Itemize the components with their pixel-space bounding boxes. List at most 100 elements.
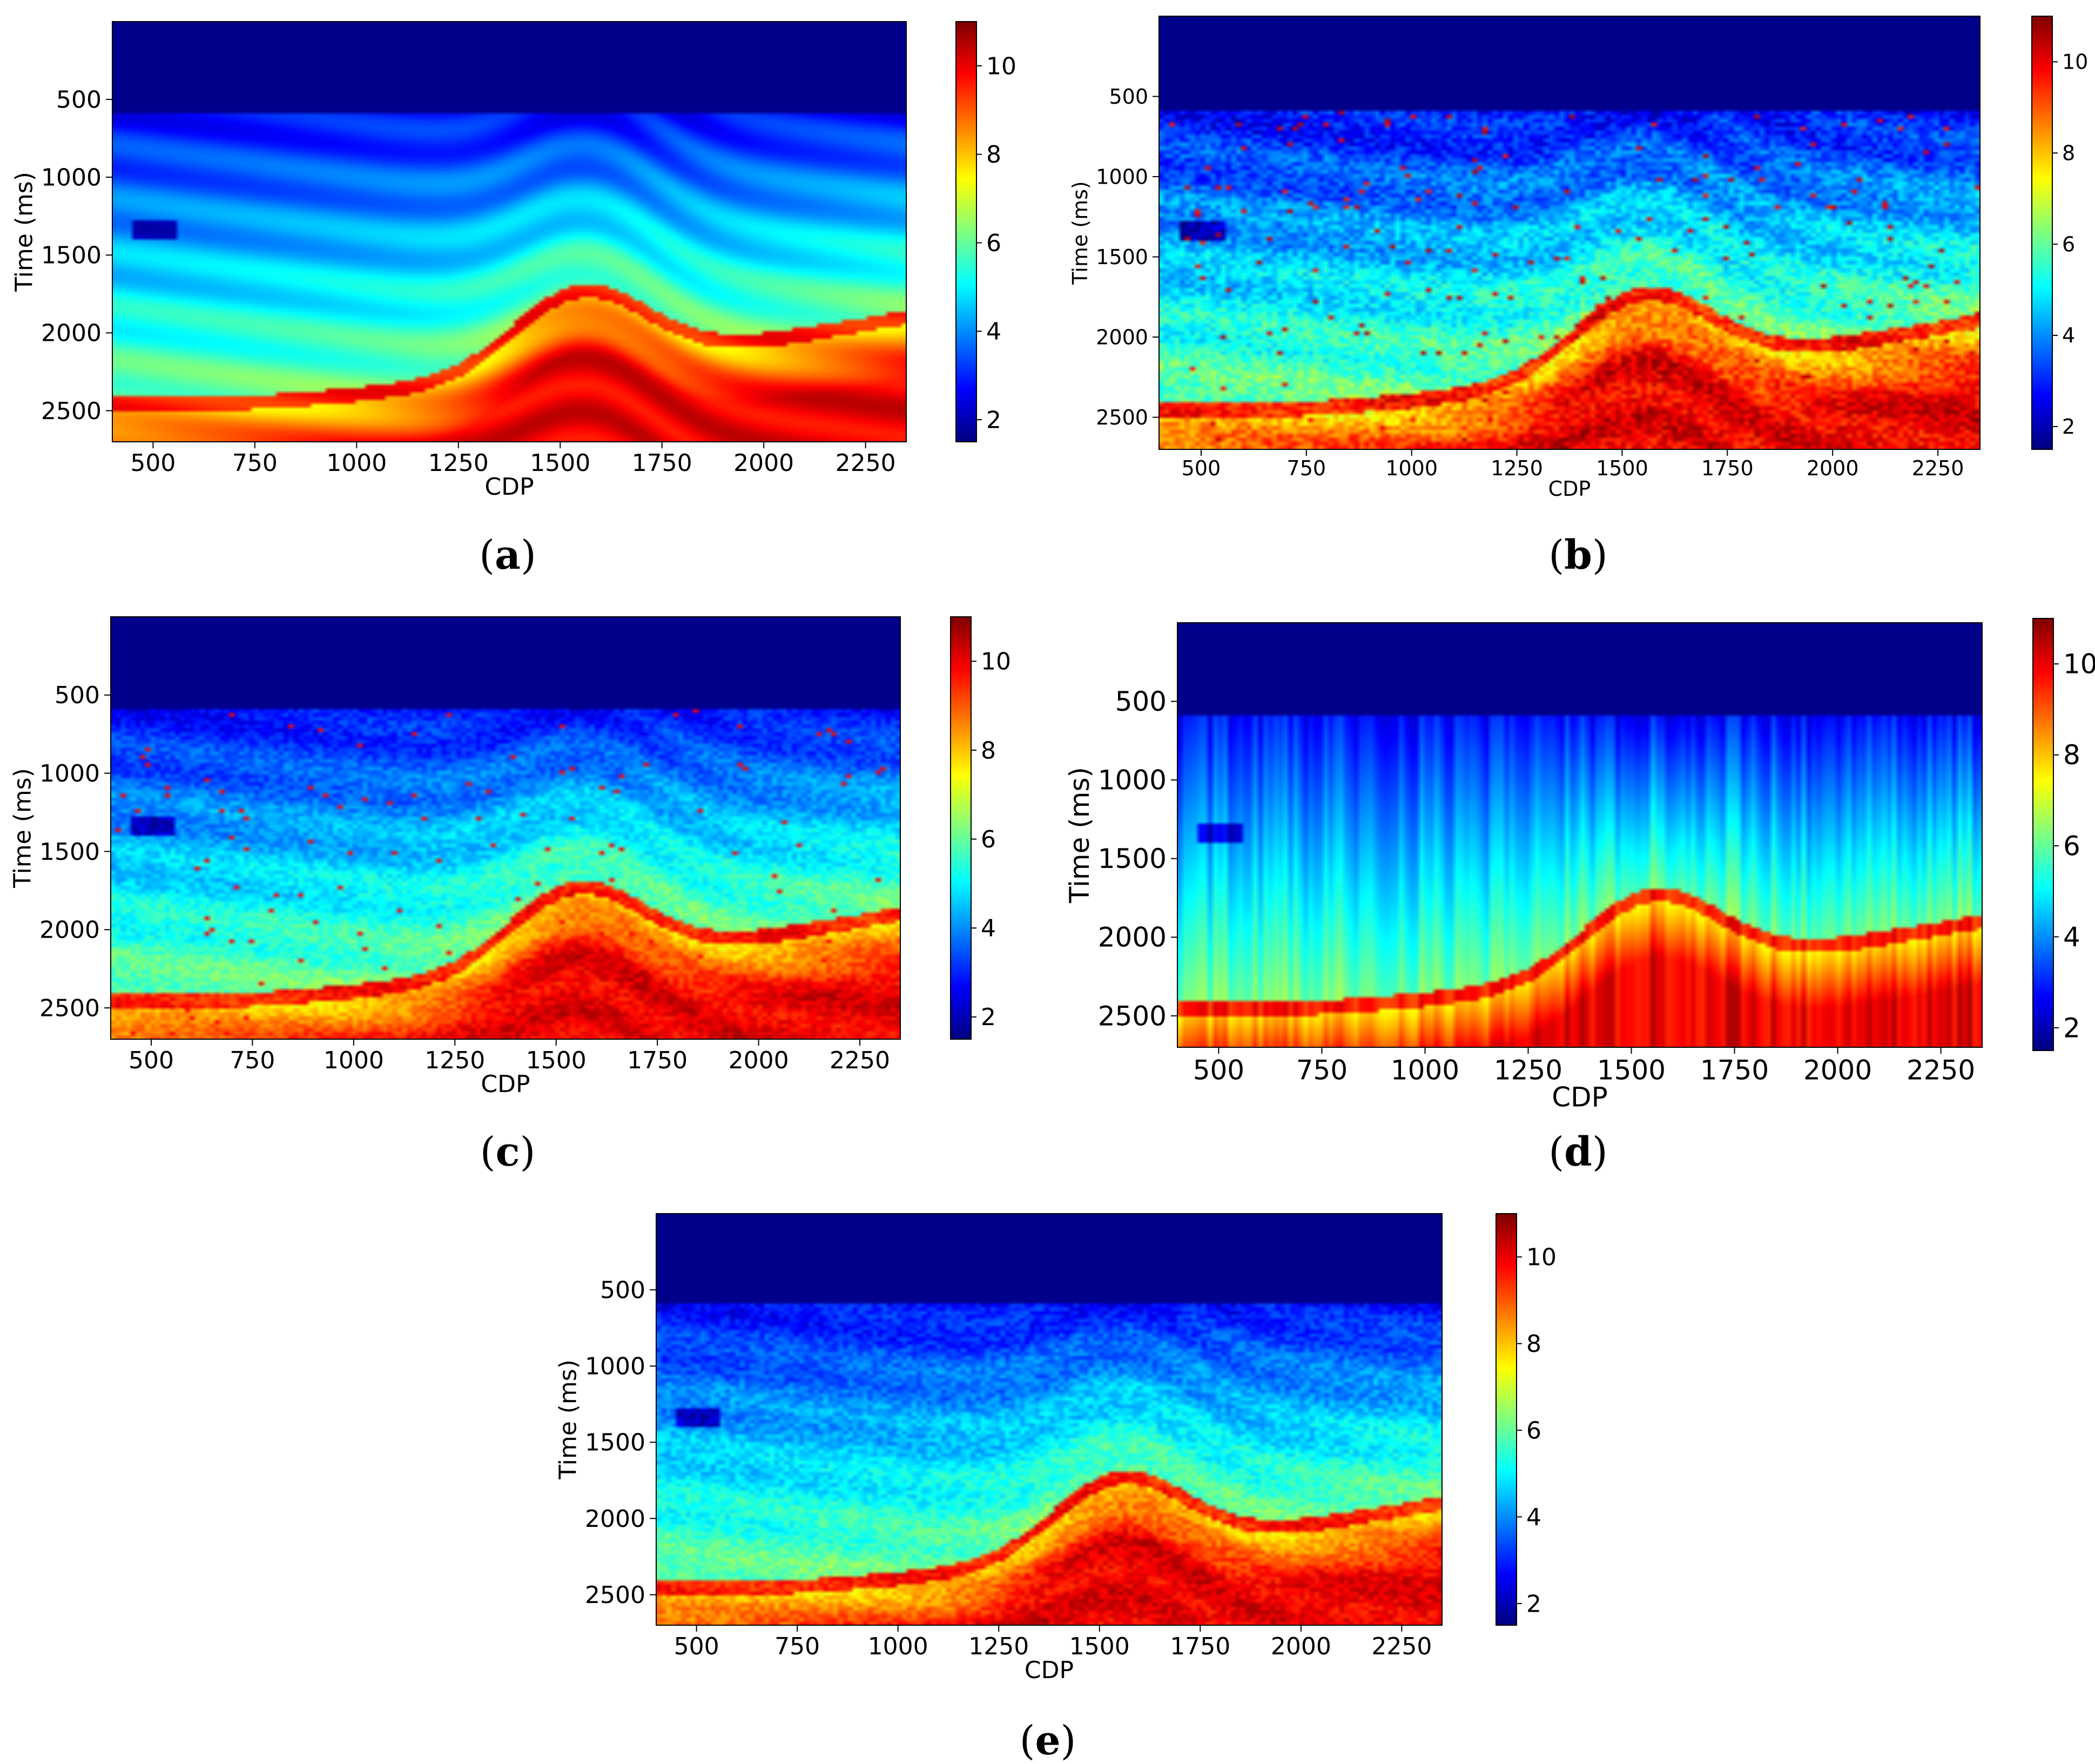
x-tick-label: 1000 (1391, 1055, 1459, 1086)
x-axis-label: CDP (1552, 1082, 1608, 1113)
x-tick-label: 1000 (868, 1633, 928, 1660)
x-tick-label: 1500 (526, 1047, 587, 1074)
y-tick-label: 2500 (41, 398, 102, 425)
x-axis-label: CDP (1548, 477, 1591, 501)
x-tick-label: 750 (230, 1047, 275, 1074)
colorbar-tick-label: 4 (2063, 921, 2080, 953)
panel-a: 500 750 1000 1250 1500 1750 2000 2250 500 1000 150… (11, 21, 1016, 501)
x-tick-label: 1250 (968, 1633, 1029, 1660)
colorbar-tick-label: 2 (981, 1004, 996, 1031)
y-tick-label: 1500 (39, 838, 100, 866)
colorbar-tick-label: 8 (1526, 1330, 1541, 1358)
panel-b: 500 750 1000 1250 1500 1750 2000 2250 500 1000 150… (1068, 16, 2088, 501)
colorbar-tick-label: 6 (986, 230, 1001, 257)
colorbar-tick-label: 10 (2062, 50, 2088, 74)
panel-c: 500 750 1000 1250 1500 1750 2000 2250 500 1000 150… (9, 616, 1011, 1098)
x-tick-label: 500 (129, 1047, 174, 1074)
x-tick-label: 500 (674, 1633, 719, 1660)
plot-frame-b (1158, 16, 1981, 450)
x-tick-label: 1250 (1494, 1055, 1562, 1086)
colorbar-tick-label: 6 (1526, 1417, 1541, 1444)
y-tick-label: 2500 (1098, 1000, 1167, 1032)
x-tick-label: 1500 (1069, 1633, 1130, 1660)
x-tick-label: 2000 (1803, 1055, 1872, 1086)
y-tick-label: 1000 (585, 1353, 645, 1381)
colorbar-c (950, 616, 972, 1040)
y-tick-label: 1500 (41, 242, 102, 270)
x-axis-label: CDP (481, 1070, 530, 1098)
x-axis-label: CDP (1025, 1657, 1074, 1684)
panel-e: 500 750 1000 1250 1500 1750 2000 2250 500 1000 150… (555, 1213, 1557, 1684)
y-tick-label: 2500 (585, 1581, 645, 1609)
colorbar-tick-label: 2 (986, 406, 1001, 434)
colorbar-tick-label: 2 (2063, 1012, 2080, 1043)
x-tick-label: 2250 (830, 1047, 890, 1074)
colorbar-a (955, 21, 977, 442)
y-tick-label: 2500 (39, 994, 100, 1022)
y-tick-label: 1500 (585, 1429, 645, 1457)
colorbar-tick-label: 6 (2063, 831, 2080, 862)
x-tick-label: 1250 (1491, 456, 1543, 480)
x-tick-label: 2250 (1907, 1055, 1975, 1086)
x-axis-label: CDP (484, 473, 534, 501)
y-tick-label: 1000 (1096, 165, 1148, 188)
y-tick-label: 1500 (1098, 843, 1167, 874)
colorbar-tick-label: 4 (2062, 324, 2075, 347)
heatmap-a (112, 22, 906, 442)
x-tick-label: 500 (130, 449, 176, 477)
plot-frame-a (112, 21, 907, 442)
x-tick-label: 1750 (632, 449, 692, 477)
x-tick-label: 1500 (1597, 1055, 1666, 1086)
colorbar-b (2031, 16, 2053, 450)
x-tick-label: 2250 (1912, 456, 1964, 480)
heatmap-b (1159, 16, 1980, 449)
y-axis-label: Time (ms) (9, 768, 37, 888)
x-tick-label: 750 (232, 449, 278, 477)
colorbar-tick-label: 4 (986, 318, 1001, 346)
x-tick-label: 1750 (627, 1047, 688, 1074)
colorbar-e (1496, 1213, 1517, 1626)
x-tick-label: 1750 (1170, 1633, 1230, 1660)
colorbar-tick-label: 10 (981, 648, 1011, 676)
y-tick-label: 2000 (39, 917, 100, 944)
x-tick-label: 1250 (425, 1047, 485, 1074)
caption-d: (d) (1548, 1129, 1608, 1175)
heatmap-e (656, 1214, 1442, 1625)
x-tick-label: 2000 (729, 1047, 789, 1074)
x-tick-label: 1000 (326, 449, 387, 477)
colorbar-tick-label: 4 (981, 915, 996, 942)
colorbar-tick-label: 8 (986, 141, 1001, 169)
caption-b: (b) (1548, 532, 1608, 578)
y-tick-label: 2000 (585, 1505, 645, 1533)
plot-frame-d (1177, 622, 1983, 1048)
x-tick-label: 500 (1193, 1055, 1244, 1086)
colorbar-tick-label: 6 (981, 826, 996, 853)
heatmap-c (111, 617, 900, 1039)
y-axis-label: Time (ms) (11, 172, 38, 292)
colorbar-tick-label: 10 (2063, 649, 2095, 680)
y-tick-label: 1000 (39, 760, 100, 787)
colorbar-tick-label: 2 (1526, 1590, 1541, 1618)
x-tick-label: 2000 (1271, 1633, 1331, 1660)
x-tick-label: 1750 (1701, 456, 1754, 480)
y-axis-label: Time (ms) (555, 1359, 582, 1480)
colorbar-tick-label: 8 (2062, 142, 2075, 165)
colorbar-d (2032, 618, 2054, 1051)
colorbar-tick-label: 8 (981, 737, 996, 764)
x-tick-label: 1500 (1596, 456, 1648, 480)
colorbar-tick-label: 2 (2062, 415, 2075, 439)
panel-d: 500 750 1000 1250 1500 1750 2000 2250 500 1000 150… (1064, 618, 2095, 1113)
x-tick-label: 2000 (1807, 456, 1859, 480)
y-tick-label: 1000 (1098, 765, 1167, 796)
heatmap-d (1177, 623, 1982, 1047)
y-tick-label: 500 (55, 682, 100, 709)
plot-frame-e (656, 1213, 1443, 1626)
y-tick-label: 1500 (1096, 245, 1148, 269)
y-tick-label: 500 (56, 86, 102, 113)
y-tick-label: 2000 (1096, 325, 1148, 349)
x-tick-label: 500 (1182, 456, 1221, 480)
y-tick-label: 2000 (41, 320, 102, 347)
x-tick-label: 1000 (1385, 456, 1438, 480)
